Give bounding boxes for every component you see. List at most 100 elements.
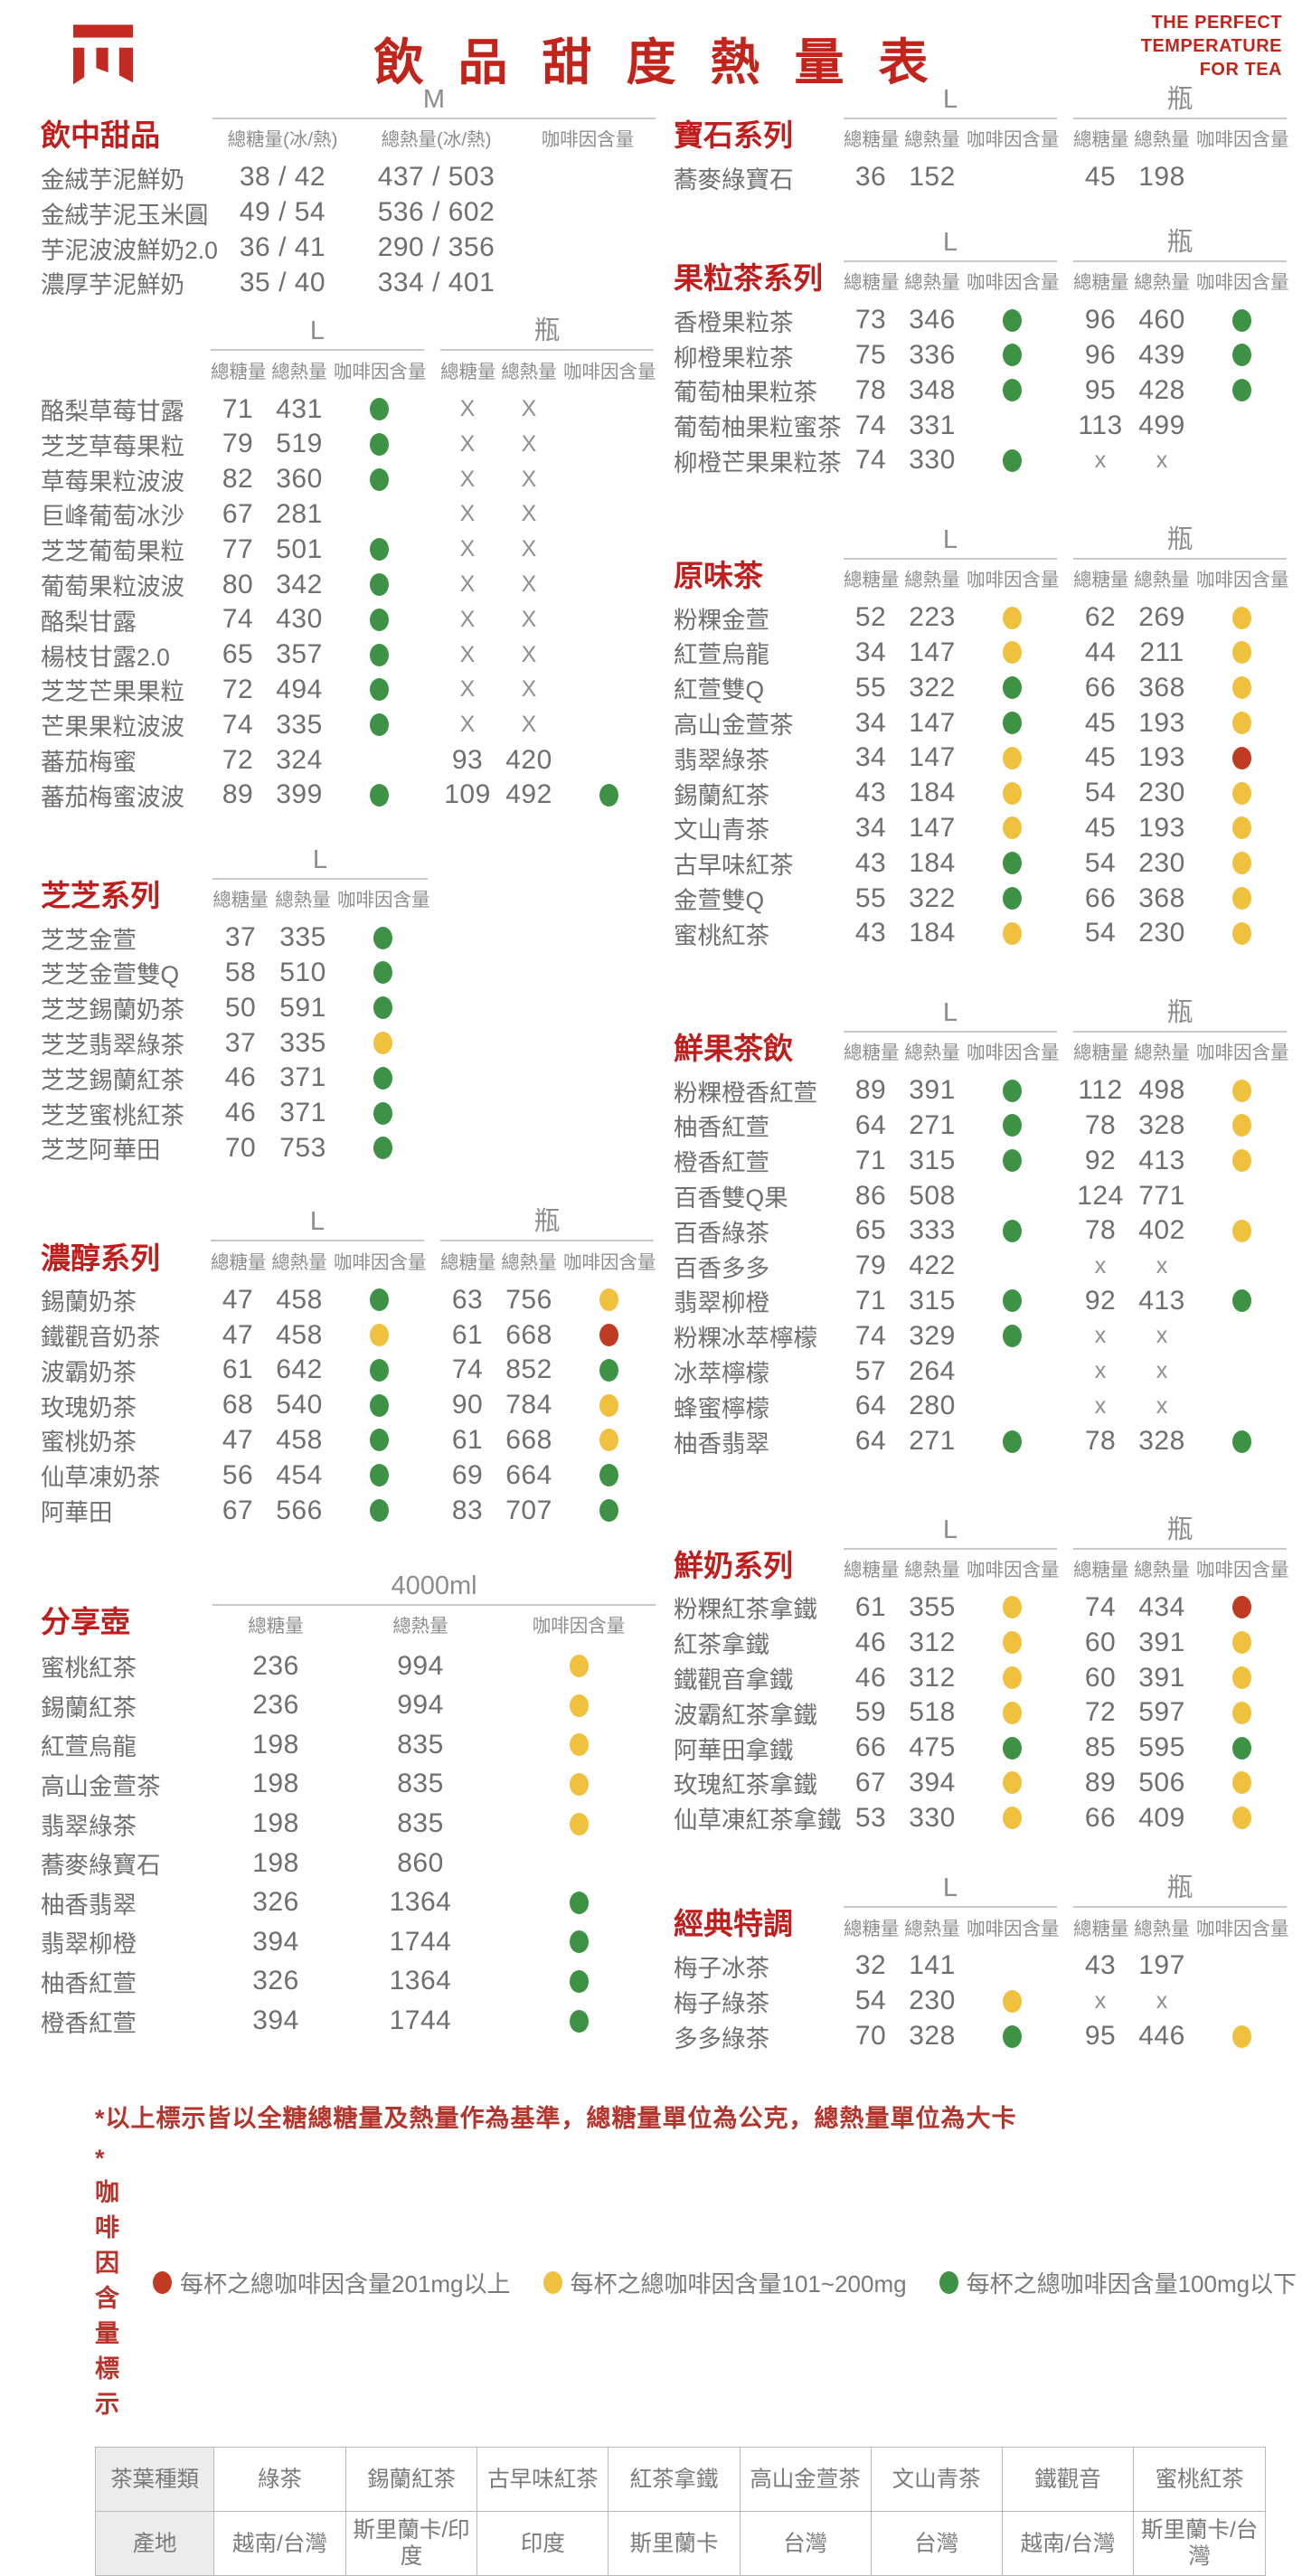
no-size-mark: X xyxy=(521,676,537,703)
sugar-value: 59 xyxy=(844,1697,898,1728)
drink-name: 濃厚芋泥鮮奶 xyxy=(41,271,184,299)
value-text: 494 xyxy=(276,674,323,704)
legend-item: 每杯之總咖啡因含量100mg以下 xyxy=(939,2266,1297,2299)
calorie-value: 753 xyxy=(269,1133,337,1164)
sugar-value: 64 xyxy=(844,1110,898,1141)
value-text: 72 xyxy=(1084,1697,1117,1728)
sugar-value: 66 xyxy=(1073,883,1127,914)
column-header: 咖啡因含量 xyxy=(967,1043,1060,1064)
sugar-value: 60 xyxy=(1073,1663,1127,1694)
caffeine-indicator xyxy=(967,852,1057,875)
value-text: 391 xyxy=(1138,1627,1185,1657)
caffeine-dot-green xyxy=(369,573,389,597)
table-row: 葡萄柚果粒茶 78 348 95 428 xyxy=(674,373,1302,408)
calorie-value: 499 xyxy=(1127,410,1196,441)
drink-name: 柳橙芒果果粒茶 xyxy=(674,448,842,477)
value-text: 994 xyxy=(397,1650,444,1681)
sugar-value: 35 / 40 xyxy=(212,268,353,298)
no-size-mark: x xyxy=(1094,1392,1107,1419)
caffeine-indicator xyxy=(334,783,424,807)
caffeine-indicator xyxy=(502,1891,656,1914)
value-text: 184 xyxy=(909,918,956,948)
no-size-mark: x xyxy=(1094,447,1107,473)
no-size-mark: X xyxy=(521,606,537,632)
right-column: L 瓶寶石系列 總糖量 總熱量 咖啡因含量 總糖量 總熱量 咖啡因含量 蕎麥綠寶石 36 152 45… xyxy=(674,80,1302,2077)
calorie-value: 147 xyxy=(898,742,967,773)
tagline-line-2: TEMPERATURE xyxy=(1140,36,1282,56)
value-text: 38 / 42 xyxy=(239,162,326,193)
value-text: 43 xyxy=(854,847,887,878)
calorie-value: 360 xyxy=(265,464,334,495)
caffeine-dot-green xyxy=(369,467,389,491)
caffeine-indicator xyxy=(1196,379,1287,402)
value-text: 536 / 602 xyxy=(377,197,495,228)
caffeine-indicator xyxy=(1196,1149,1287,1173)
size-label: M xyxy=(212,85,656,119)
caffeine-dot-green xyxy=(569,1930,589,1954)
caffeine-dot-yellow xyxy=(1231,712,1251,735)
calorie-value: 994 xyxy=(339,1651,502,1682)
table-row: 蕃茄梅蜜 72 324 93 420 xyxy=(41,742,674,778)
drink-name: 芝芝金萱雙Q xyxy=(41,961,180,989)
value-text: 324 xyxy=(276,744,323,775)
section-title: 果粒茶系列 xyxy=(674,260,823,297)
calorie-value: X xyxy=(495,536,563,562)
sugar-value: 74 xyxy=(440,1354,495,1385)
calorie-value: X xyxy=(495,642,563,668)
section-title: 芝芝系列 xyxy=(41,878,160,914)
column-header-row: 濃醇系列 總糖量 總熱量 咖啡因含量 總糖量 總熱量 咖啡因含量 xyxy=(41,1241,674,1274)
caffeine-dot-green xyxy=(369,1358,389,1382)
value-text: 74 xyxy=(1084,1591,1117,1622)
sugar-value: 79 xyxy=(844,1250,898,1281)
value-text: 67 xyxy=(222,498,254,529)
calorie-value: 784 xyxy=(495,1390,563,1420)
table-row: 芋泥波波鮮奶2.0 36 / 41 290 / 356 xyxy=(41,231,674,266)
caffeine-dot-green xyxy=(373,926,392,949)
drink-name: 金絨芋泥鮮奶 xyxy=(41,165,184,193)
value-text: 355 xyxy=(909,1591,956,1622)
sugar-value: 55 xyxy=(844,673,898,703)
table-row: 草莓果粒波波 82 360 X X xyxy=(41,462,674,497)
caffeine-indicator xyxy=(502,1733,656,1757)
value-text: 336 xyxy=(909,339,956,370)
caffeine-indicator xyxy=(563,1464,654,1487)
column-header-row: 果粒茶系列 總糖量 總熱量 咖啡因含量 總糖量 總熱量 咖啡因含量 xyxy=(674,262,1302,295)
value-text: 271 xyxy=(909,1109,956,1140)
sugar-value: X xyxy=(440,642,495,668)
table-row: 紅萱烏龍 34 147 44 211 xyxy=(674,636,1302,671)
value-text: 71 xyxy=(854,1145,887,1175)
column-header: 總熱量 xyxy=(1134,1918,1190,1939)
column-header: 總熱量 xyxy=(904,1043,960,1064)
column-header: 總糖量 xyxy=(844,1559,900,1581)
caffeine-dot-green xyxy=(1002,2024,1022,2048)
table-row: 阿華田拿鐵 66 475 85 595 xyxy=(674,1731,1302,1766)
sugar-value: 394 xyxy=(212,2005,339,2036)
sugar-value: 74 xyxy=(844,1321,898,1352)
drink-name: 葡萄柚果粒茶 xyxy=(674,379,817,407)
sugar-value: 45 xyxy=(1073,813,1127,844)
calorie-value: 707 xyxy=(495,1496,563,1526)
caffeine-dot-green xyxy=(369,1499,389,1522)
column-header: 總熱量 xyxy=(271,361,327,382)
calorie-value: 348 xyxy=(898,375,967,406)
table-row: 蜂蜜檸檬 64 280 x x xyxy=(674,1389,1302,1424)
value-text: 835 xyxy=(397,1769,444,1799)
calorie-value: 458 xyxy=(265,1425,334,1456)
calorie-value: 346 xyxy=(898,305,967,335)
size-label: 4000ml xyxy=(212,1571,656,1606)
value-text: 55 xyxy=(854,882,887,913)
drink-name: 巨峰葡萄冰沙 xyxy=(41,503,184,531)
calorie-value: 399 xyxy=(265,779,334,810)
value-text: 80 xyxy=(222,569,254,599)
caffeine-dot-green xyxy=(373,1101,392,1125)
size-label: L xyxy=(844,85,1057,119)
caffeine-indicator xyxy=(563,1499,654,1522)
value-text: 77 xyxy=(222,533,254,564)
sugar-value: X xyxy=(440,676,495,703)
value-text: 112 xyxy=(1078,1075,1123,1106)
value-text: 83 xyxy=(451,1495,484,1525)
value-text: 1744 xyxy=(389,1926,452,1957)
value-text: 422 xyxy=(909,1250,956,1281)
calorie-value: 510 xyxy=(269,958,337,988)
caffeine-dot-yellow xyxy=(599,1429,618,1452)
